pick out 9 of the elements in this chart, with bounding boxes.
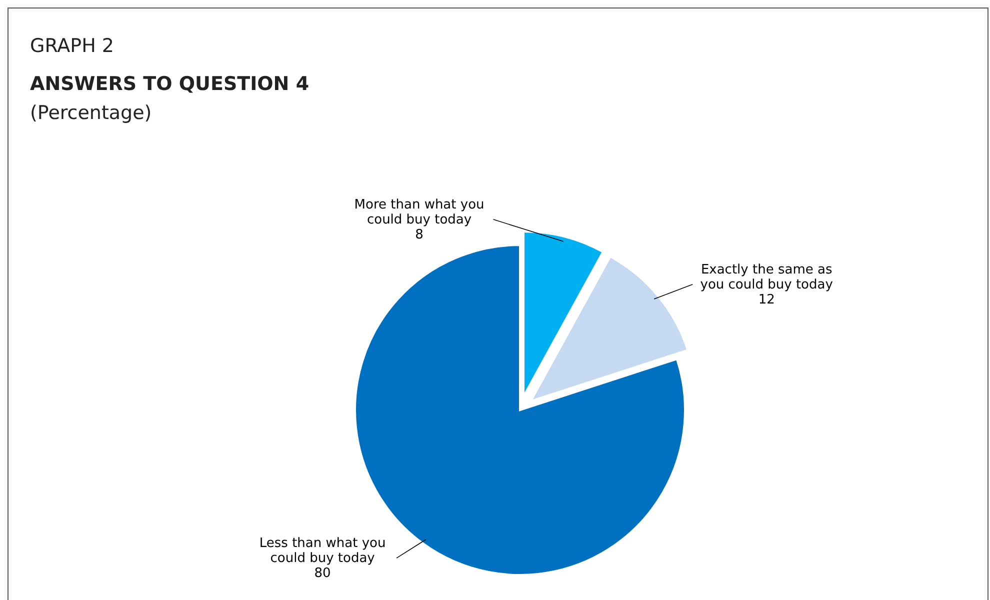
data-label: 80 <box>314 566 331 581</box>
data-label: 8 <box>415 226 424 242</box>
data-label: 12 <box>758 292 775 307</box>
text: (Percentage) <box>30 102 152 124</box>
chart-title: ANSWERS TO QUESTION 4 <box>30 73 310 95</box>
slice-label: More than what you could buy today <box>354 196 484 227</box>
slice-label: Less than what you could buy today <box>259 536 386 566</box>
caption: GRAPH 2 <box>30 35 114 57</box>
slice-label: Exactly the same as you could buy today <box>700 262 834 292</box>
